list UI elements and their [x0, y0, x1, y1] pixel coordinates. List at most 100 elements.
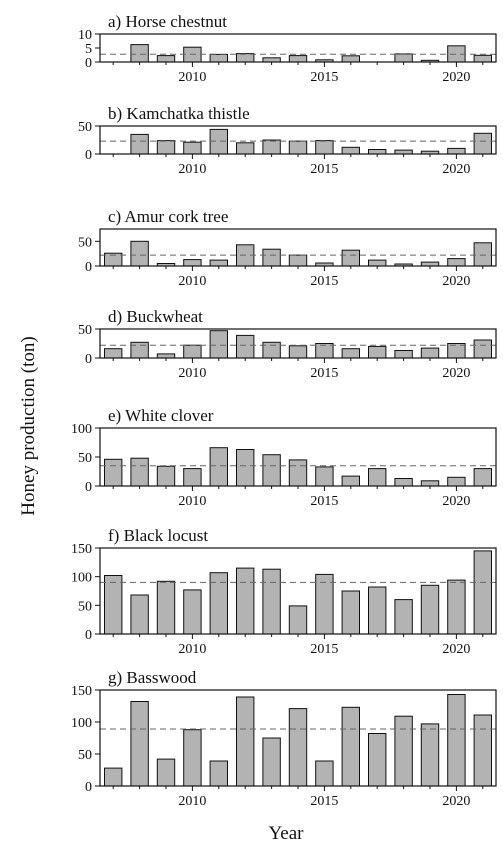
- x-tick-label: 2010: [178, 642, 206, 657]
- y-tick-label: 150: [71, 542, 92, 557]
- y-tick-label: 5: [85, 42, 92, 57]
- bar-2009: [156, 580, 176, 635]
- bar-2009: [156, 758, 176, 787]
- bar-2019: [420, 584, 440, 635]
- bar-2018: [394, 53, 413, 63]
- bar-2010: [183, 259, 202, 267]
- y-tick-label: 50: [78, 323, 92, 338]
- bar-2018: [394, 599, 413, 635]
- x-tick-label: 2010: [178, 274, 206, 289]
- bar-2021: [473, 132, 493, 155]
- x-tick-label: 2015: [310, 274, 338, 289]
- bar-2011: [209, 572, 229, 635]
- x-tick-label: 2010: [178, 366, 206, 381]
- bar-2019: [420, 723, 440, 787]
- y-tick-label: 50: [78, 120, 92, 135]
- y-tick-label: 150: [71, 684, 92, 699]
- x-tick-label: 2010: [178, 494, 206, 509]
- panel-title: g) Basswood: [108, 668, 197, 687]
- bar-2010: [183, 589, 202, 635]
- bar-2011: [209, 760, 229, 787]
- bar-2015: [315, 466, 334, 487]
- bar-2016: [341, 348, 361, 359]
- bar-2018: [394, 478, 413, 487]
- panel-6: f) Black locust 0 50 100 150 2010 2015 2020: [71, 526, 497, 657]
- bar-2020: [447, 476, 466, 487]
- bar-2013: [262, 248, 281, 267]
- bar-2021: [473, 339, 493, 359]
- bar-2007: [104, 348, 123, 359]
- panel-title: a) Horse chestnut: [108, 12, 227, 31]
- bar-2010: [183, 344, 202, 359]
- y-tick-label: 0: [85, 56, 92, 71]
- bar-2013: [262, 737, 281, 787]
- bar-2021: [473, 468, 493, 487]
- bar-2017: [368, 586, 387, 635]
- bar-2015: [315, 140, 334, 155]
- bar-2009: [156, 55, 176, 63]
- bar-2008: [130, 594, 149, 635]
- bar-2009: [156, 465, 176, 487]
- x-tick-label: 2020: [442, 274, 470, 289]
- x-axis-label: Year: [268, 823, 304, 844]
- bar-2019: [420, 480, 440, 487]
- y-tick-label: 50: [78, 451, 92, 466]
- bar-2017: [368, 468, 387, 487]
- bar-2010: [183, 468, 202, 487]
- bar-2016: [341, 706, 361, 787]
- y-axis-label: Honey production (ton): [18, 336, 39, 515]
- x-tick-label: 2015: [310, 70, 338, 85]
- bar-2013: [262, 57, 281, 63]
- bar-2008: [130, 240, 149, 267]
- panel-2: b) Kamchatka thistle 0 50 2010 2015 2020: [78, 104, 497, 177]
- bar-2021: [473, 54, 493, 63]
- panel-3: c) Amur cork tree 0 50 2010 2015 2020: [78, 207, 497, 289]
- bar-2017: [368, 733, 387, 787]
- bar-2015: [315, 760, 334, 787]
- bar-2013: [262, 454, 281, 487]
- y-tick-label: 0: [85, 780, 92, 795]
- bar-2014: [288, 605, 308, 635]
- y-tick-label: 0: [85, 260, 92, 275]
- bar-2012: [236, 142, 255, 155]
- x-tick-label: 2010: [178, 162, 206, 177]
- y-tick-label: 10: [78, 28, 92, 43]
- bar-2008: [130, 44, 149, 63]
- x-tick-label: 2015: [310, 494, 338, 509]
- panel-title: c) Amur cork tree: [108, 207, 228, 226]
- x-tick-label: 2020: [442, 366, 470, 381]
- y-tick-label: 100: [71, 571, 92, 586]
- panel-7: g) Basswood 0 50 100 150 2010 2015 2020: [71, 668, 497, 809]
- bar-2014: [288, 708, 308, 787]
- bar-2020: [447, 694, 466, 787]
- bar-2014: [288, 345, 308, 359]
- bar-2011: [209, 53, 229, 63]
- bar-2010: [183, 729, 202, 787]
- bar-2012: [236, 696, 255, 787]
- bar-2010: [183, 141, 202, 155]
- panel-5: e) White clover 0 50 100 2010 2015 2020: [71, 406, 497, 509]
- bar-2016: [341, 475, 361, 487]
- bar-2021: [473, 242, 493, 267]
- bar-2012: [236, 449, 255, 487]
- bar-2020: [447, 147, 466, 155]
- bar-2018: [394, 350, 413, 359]
- bar-2011: [209, 330, 229, 359]
- bar-2012: [236, 334, 255, 359]
- x-tick-label: 2020: [442, 642, 470, 657]
- y-tick-label: 50: [78, 599, 92, 614]
- bar-2009: [156, 353, 176, 359]
- x-tick-label: 2020: [442, 494, 470, 509]
- x-tick-label: 2010: [178, 794, 206, 809]
- panel-title: e) White clover: [108, 406, 214, 425]
- bar-2021: [473, 550, 493, 635]
- bar-2013: [262, 139, 281, 155]
- bar-2007: [104, 458, 123, 487]
- bar-2011: [209, 447, 229, 487]
- x-tick-label: 2015: [310, 162, 338, 177]
- y-tick-label: 0: [85, 480, 92, 495]
- bar-2016: [341, 249, 361, 267]
